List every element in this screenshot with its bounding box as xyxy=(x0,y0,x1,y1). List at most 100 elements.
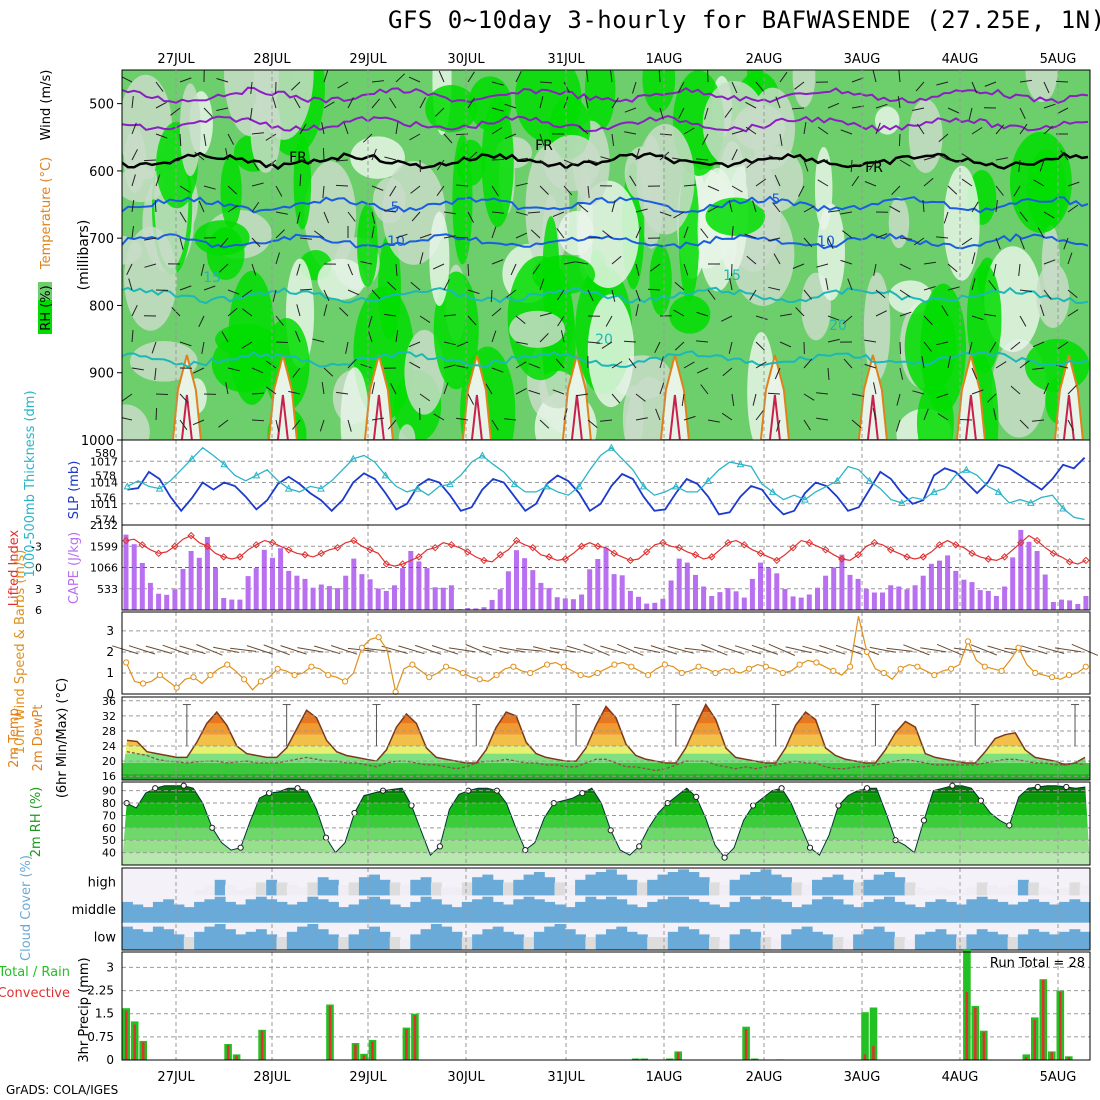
wind-barb xyxy=(995,361,1007,369)
wind-barb xyxy=(635,393,646,402)
wind-barb xyxy=(873,382,877,395)
precip-tick-label: 1.5 xyxy=(95,1007,114,1021)
wind-barb xyxy=(1039,304,1045,317)
wind-barb xyxy=(776,419,781,432)
wind-barb xyxy=(201,341,205,354)
wind-barb xyxy=(384,210,397,213)
cape-bar xyxy=(465,608,471,610)
rh-patch xyxy=(649,244,672,316)
li-point xyxy=(626,556,635,565)
wind-barb xyxy=(360,261,373,265)
wind-barb xyxy=(891,185,901,195)
cloud-cell xyxy=(544,877,556,896)
cloud-cell xyxy=(739,874,751,896)
wind-barb xyxy=(552,211,565,218)
wind-point xyxy=(241,676,248,683)
y-tick-label: 700 xyxy=(89,232,114,247)
wind-barb xyxy=(299,123,307,135)
cloud-cell xyxy=(585,896,597,923)
isotherm-label: 5 xyxy=(772,192,781,208)
surface-barb xyxy=(398,645,425,655)
cloud-row-label: high xyxy=(88,876,116,891)
wind-point xyxy=(746,665,753,672)
li-point xyxy=(870,539,879,547)
wind-barb xyxy=(816,263,829,268)
wind-barb xyxy=(1010,385,1021,395)
wind-barb xyxy=(1043,103,1056,109)
thickness-point xyxy=(252,471,261,479)
rh-patch xyxy=(130,341,198,382)
rh-point xyxy=(636,843,643,850)
cape-bar xyxy=(627,590,633,610)
wind-barb xyxy=(899,341,902,355)
wind-barb xyxy=(673,309,685,317)
cloud-cell xyxy=(266,934,278,950)
cloud-cell xyxy=(873,874,885,896)
cape-bar xyxy=(538,582,544,610)
cape-bars xyxy=(123,529,1089,610)
wind-barb xyxy=(539,133,545,146)
wind-barb xyxy=(696,367,709,374)
wind-barb xyxy=(227,289,240,295)
wind-barb xyxy=(1067,419,1075,431)
wind-barb xyxy=(337,81,349,89)
cloud-cell xyxy=(132,929,144,950)
li-point xyxy=(1000,553,1009,561)
li-point xyxy=(122,536,130,545)
wind-barb xyxy=(628,358,637,369)
li-point xyxy=(219,553,228,561)
surface-barb xyxy=(162,644,189,655)
surface-barb xyxy=(819,645,846,655)
thickness-point xyxy=(446,480,454,488)
wind-barb xyxy=(128,278,133,291)
cape-bar xyxy=(888,585,894,610)
li-point xyxy=(1033,536,1041,545)
cloud-cell xyxy=(739,896,751,923)
wind-barb xyxy=(794,81,805,90)
cloud-cell xyxy=(523,896,535,923)
plume-core xyxy=(276,394,289,440)
wind-barb xyxy=(587,159,600,164)
temp-tick-label: 16 xyxy=(102,770,116,783)
cape-bar xyxy=(985,590,991,610)
wind-barb xyxy=(455,236,469,239)
cloud-cell xyxy=(358,877,370,896)
cape-bar xyxy=(188,551,194,610)
cloud-cell xyxy=(832,874,844,896)
wind-barb xyxy=(131,149,138,161)
cloud-cell xyxy=(925,901,937,923)
rh-patch xyxy=(425,85,477,133)
cloud-cell xyxy=(142,907,154,923)
wind-barb xyxy=(755,315,768,320)
cloud-cell xyxy=(678,896,689,923)
wind-barb xyxy=(218,419,229,428)
cloud-cell xyxy=(173,934,185,950)
wind-barb xyxy=(456,417,469,421)
cape-bar xyxy=(156,593,162,610)
wind-barb xyxy=(803,419,811,431)
ylabel-dewpt: 2m DewPt xyxy=(31,705,46,772)
wind-barb xyxy=(779,71,788,83)
wind-barb xyxy=(827,338,840,343)
wind-barb xyxy=(610,70,613,83)
cloud-cell xyxy=(976,896,988,923)
thickness-point xyxy=(510,480,519,488)
wind-barb xyxy=(827,315,840,321)
cape-bar xyxy=(497,589,503,610)
wind-barb xyxy=(624,131,637,135)
thickness-point xyxy=(930,487,938,495)
precip-convective-bar xyxy=(1042,979,1045,1060)
cloud-cell xyxy=(729,879,741,896)
rh-patch xyxy=(123,128,147,193)
wind-speed-points xyxy=(123,634,1089,696)
wind-barb xyxy=(601,341,613,349)
wind-barb xyxy=(275,252,280,265)
cloud-cell xyxy=(348,882,360,896)
cloud-cell xyxy=(987,899,998,923)
wind-point xyxy=(779,669,786,677)
y-tick-label: 600 xyxy=(89,165,114,180)
rh-band xyxy=(122,803,1090,816)
cloud-cell xyxy=(1028,882,1040,896)
wind-barb xyxy=(419,315,431,324)
cloud-cell xyxy=(935,899,947,923)
